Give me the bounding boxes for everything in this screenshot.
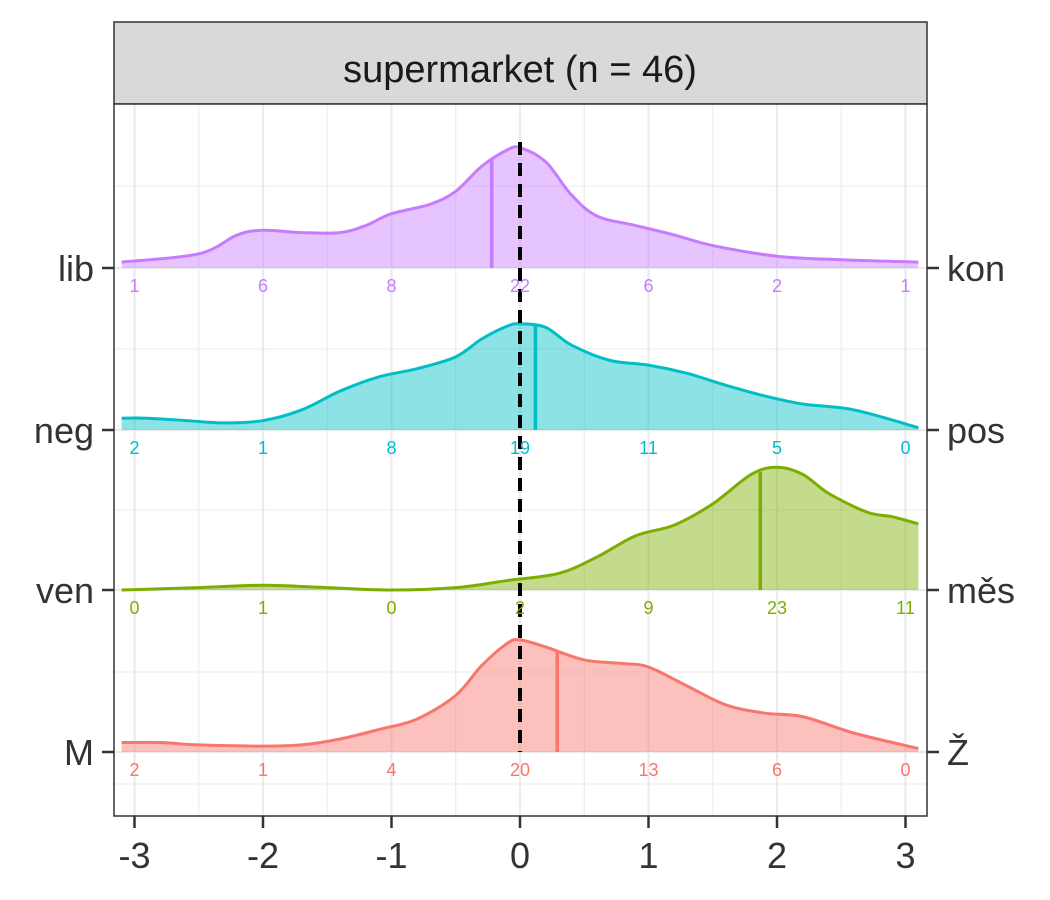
ridge-line-ven — [121, 465, 919, 592]
count-label: 5 — [772, 438, 782, 458]
count-label: 8 — [386, 438, 396, 458]
ridge-line-neg — [121, 322, 919, 430]
count-label: 1 — [900, 276, 910, 296]
count-label: 6 — [258, 276, 268, 296]
x-tick-label: 3 — [895, 835, 915, 876]
count-label: 8 — [386, 276, 396, 296]
count-label: 2 — [772, 276, 782, 296]
x-tick-label: 2 — [767, 835, 787, 876]
count-label: 1 — [129, 276, 139, 296]
count-label: 1 — [258, 760, 268, 780]
count-label: 22 — [510, 276, 530, 296]
count-label: 2 — [515, 598, 525, 618]
count-label: 0 — [386, 598, 396, 618]
count-label: 1 — [258, 598, 268, 618]
facet-strip — [113, 21, 928, 105]
count-label: 2 — [129, 760, 139, 780]
right-axis-label: pos — [947, 410, 1005, 451]
x-tick-label: -2 — [247, 835, 279, 876]
count-label: 20 — [510, 760, 530, 780]
count-label: 0 — [900, 760, 910, 780]
x-tick-label: -3 — [118, 835, 150, 876]
count-label: 2 — [129, 438, 139, 458]
left-axis-label: ven — [36, 570, 94, 611]
x-tick-label: 0 — [510, 835, 530, 876]
ridge-line-M — [121, 638, 919, 750]
count-labels: 1 6 8 22 6 2 1 2 1 8 19 11 5 0 0 1 0 2 9 23 11 2 1 4 20 13 6 0 — [129, 276, 914, 780]
count-label: 1 — [258, 438, 268, 458]
count-label: 6 — [643, 276, 653, 296]
right-axis-label: měs — [947, 570, 1015, 611]
count-label: 0 — [900, 438, 910, 458]
count-label: 4 — [386, 760, 396, 780]
right-axis-label: Ž — [947, 732, 969, 773]
count-label: 23 — [767, 598, 787, 618]
left-axis-label: lib — [58, 248, 94, 289]
facet-title: supermarket (n = 46) — [343, 49, 697, 91]
count-label: 0 — [129, 598, 139, 618]
count-label: 13 — [638, 760, 658, 780]
left-axis-label: neg — [34, 410, 94, 451]
count-label: 19 — [510, 438, 530, 458]
ridge-line-lib — [121, 145, 919, 264]
left-axis-label: M — [64, 732, 94, 773]
count-label: 11 — [896, 598, 915, 618]
ridge-fill-ven — [121, 467, 919, 590]
count-label: 11 — [639, 438, 658, 458]
right-axis-label: kon — [947, 248, 1005, 289]
count-label: 9 — [643, 598, 653, 618]
count-label: 6 — [772, 760, 782, 780]
x-tick-label: -1 — [375, 835, 407, 876]
x-tick-label: 1 — [638, 835, 658, 876]
